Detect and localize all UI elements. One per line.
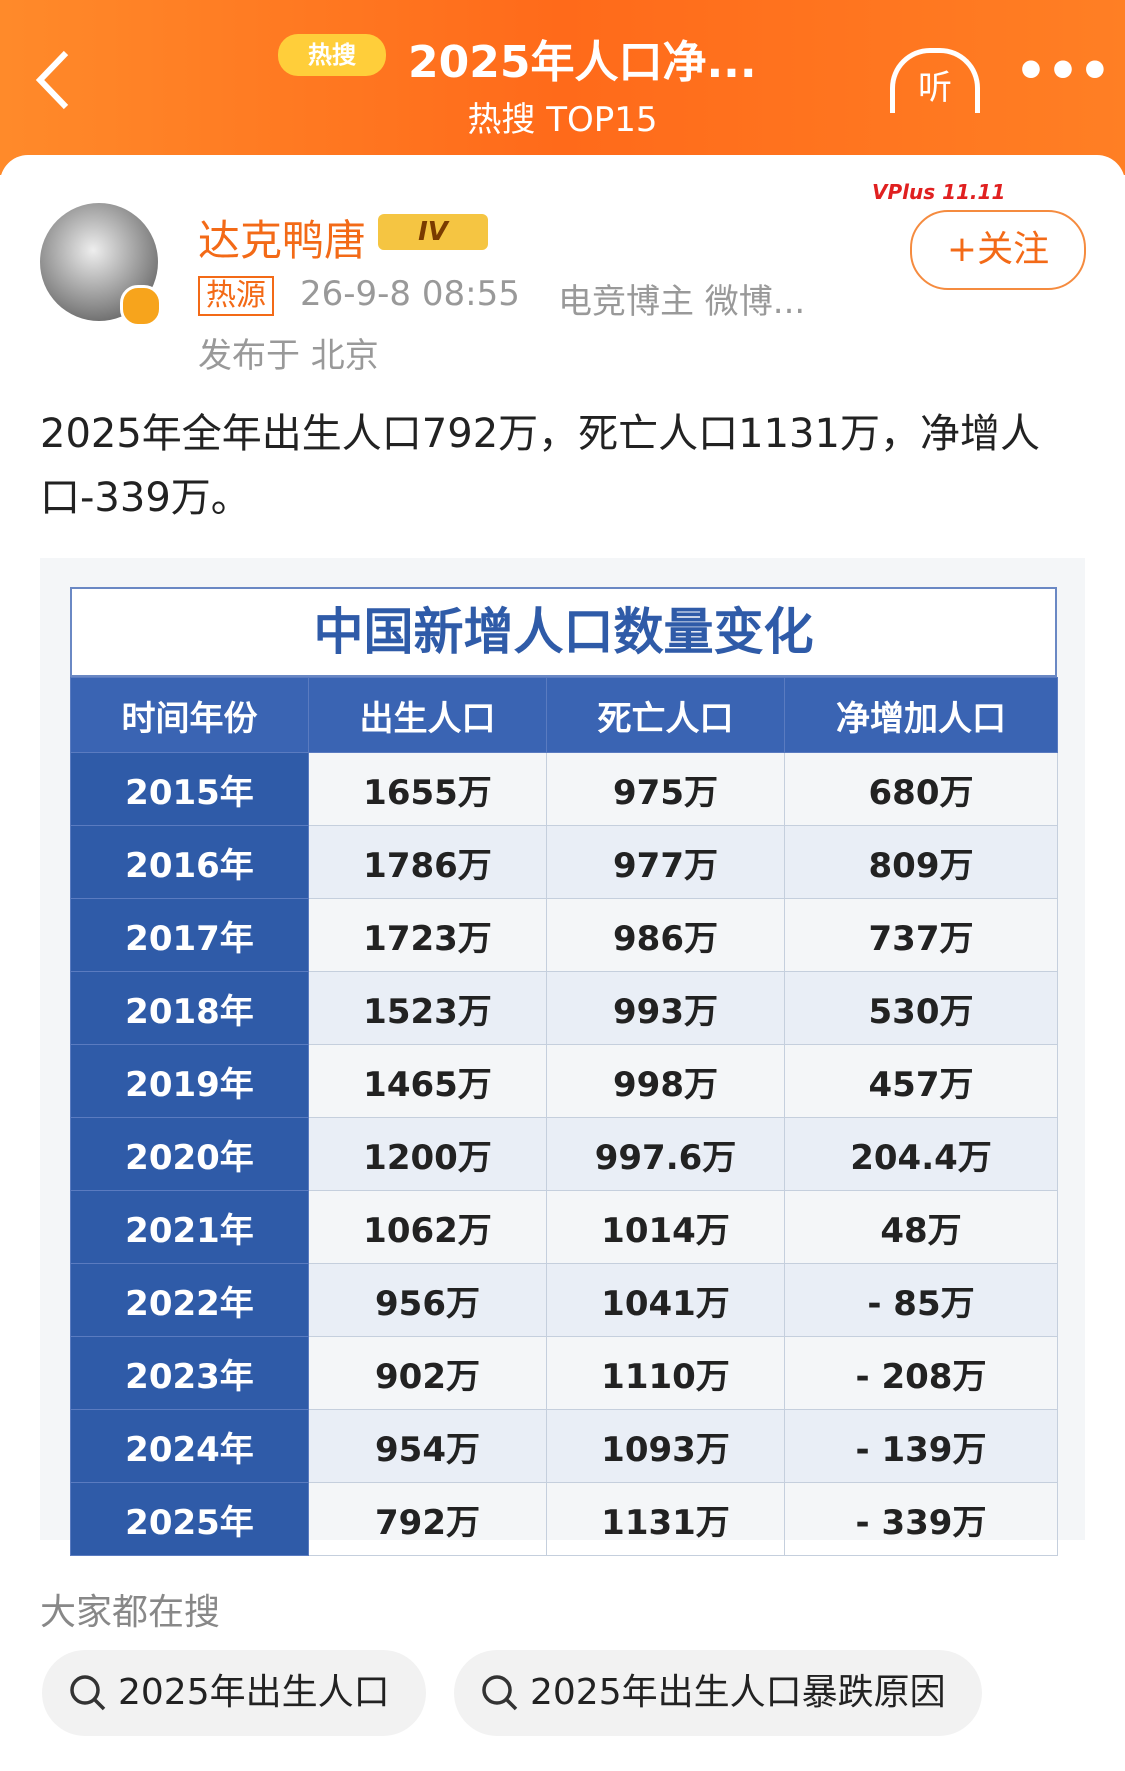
table-cell: 1062万 [308,1190,547,1264]
table-cell: 809万 [784,825,1058,899]
column-header: 死亡人口 [546,677,785,753]
table-cell: 1093万 [546,1409,785,1483]
level-text: IV [418,217,448,247]
year-cell: 2018年 [70,971,309,1045]
table-cell: 530万 [784,971,1058,1045]
table-row: 2025年 792万 1131万 - 339万 [70,1482,1058,1556]
table-row: 2017年 1723万 986万 737万 [70,898,1058,972]
year-cell: 2019年 [70,1044,309,1118]
table-cell: - 85万 [784,1263,1058,1337]
table-cell: 1200万 [308,1117,547,1191]
table-row: 2021年 1062万 1014万 48万 [70,1190,1058,1264]
table-cell: 792万 [308,1482,547,1556]
table-row: 2015年 1655万 975万 680万 [70,752,1058,826]
table-cell: 1131万 [546,1482,785,1556]
table-cell: 1110万 [546,1336,785,1410]
author-meta: 电竞博主 微博... [558,282,806,322]
back-button[interactable] [30,45,80,115]
source-tag: 热源 [198,276,274,316]
post-location: 发布于 北京 [198,336,379,376]
table-cell: 993万 [546,971,785,1045]
table-cell: 680万 [784,752,1058,826]
table-row: 2022年 956万 1041万 - 85万 [70,1263,1058,1337]
column-header: 净增加人口 [784,677,1058,753]
hot-badge: 热搜 [278,34,386,76]
header-subtitle: 热搜 TOP15 [467,100,658,140]
related-label: 大家都在搜 [40,1592,221,1633]
table-cell: 48万 [784,1190,1058,1264]
table-row: 2019年 1465万 998万 457万 [70,1044,1058,1118]
search-chip-text: 2025年出生人口暴跌原因 [530,1672,946,1713]
table-cell: 902万 [308,1336,547,1410]
table-cell: 1041万 [546,1263,785,1337]
search-chip[interactable]: 2025年出生人口 [42,1650,426,1736]
author-name[interactable]: 达克鸭唐 [198,216,367,265]
table-cell: 1655万 [308,752,547,826]
year-cell: 2023年 [70,1336,309,1410]
table-cell: 997.6万 [546,1117,785,1191]
listen-text: 听 [918,68,952,108]
follow-button[interactable]: +关注 [910,210,1086,290]
table-cell: 1523万 [308,971,547,1045]
search-icon [482,1675,518,1711]
header-bar [0,0,1125,175]
promo-label: VPlus 11.11 [872,180,1006,204]
table-cell: 204.4万 [784,1117,1058,1191]
table-cell: 1723万 [308,898,547,972]
table-cell: 1465万 [308,1044,547,1118]
year-cell: 2015年 [70,752,309,826]
year-cell: 2020年 [70,1117,309,1191]
search-chip[interactable]: 2025年出生人口暴跌原因 [454,1650,982,1736]
column-header: 出生人口 [308,677,547,753]
table-cell: - 139万 [784,1409,1058,1483]
header-row: 时间年份 出生人口 死亡人口 净增加人口 [70,677,1058,753]
post-text: 2025年全年出生人口792万，死亡人口1131万，净增人口-339万。 [40,411,1040,521]
table-cell: 986万 [546,898,785,972]
post-time: 26-9-8 08:55 [300,274,520,314]
listen-button[interactable]: 听 [890,48,980,113]
table-cell: 1786万 [308,825,547,899]
year-cell: 2017年 [70,898,309,972]
follow-text: +关注 [946,229,1050,270]
table-cell: 457万 [784,1044,1058,1118]
table-cell: - 208万 [784,1336,1058,1410]
table-cell: 956万 [308,1263,547,1337]
table-cell: 1014万 [546,1190,785,1264]
table-row: 2023年 902万 1110万 - 208万 [70,1336,1058,1410]
table-cell: 954万 [308,1409,547,1483]
table-cell: 977万 [546,825,785,899]
search-icon [70,1675,106,1711]
table-title: 中国新增人口数量变化 [70,587,1057,677]
verified-badge [120,285,162,327]
level-badge: IV [378,214,488,250]
table-row: 2024年 954万 1093万 - 139万 [70,1409,1058,1483]
table-cell: - 339万 [784,1482,1058,1556]
header-title: 2025年人口净... [408,37,757,88]
year-cell: 2025年 [70,1482,309,1556]
more-button[interactable]: ••• [1015,42,1111,100]
year-cell: 2022年 [70,1263,309,1337]
year-cell: 2024年 [70,1409,309,1483]
table-row: 2020年 1200万 997.6万 204.4万 [70,1117,1058,1191]
table-row: 2018年 1523万 993万 530万 [70,971,1058,1045]
source-tag-text: 热源 [206,278,266,313]
table-cell: 737万 [784,898,1058,972]
year-cell: 2016年 [70,825,309,899]
hot-badge-text: 热搜 [308,41,356,69]
table-row: 2016年 1786万 977万 809万 [70,825,1058,899]
search-chip-text: 2025年出生人口 [118,1672,390,1713]
table-cell: 998万 [546,1044,785,1118]
table-cell: 975万 [546,752,785,826]
year-cell: 2021年 [70,1190,309,1264]
column-header: 时间年份 [70,677,309,753]
data-table: 时间年份 出生人口 死亡人口 净增加人口 2015年 1655万 975万 680万 2016年… [70,677,1058,1556]
